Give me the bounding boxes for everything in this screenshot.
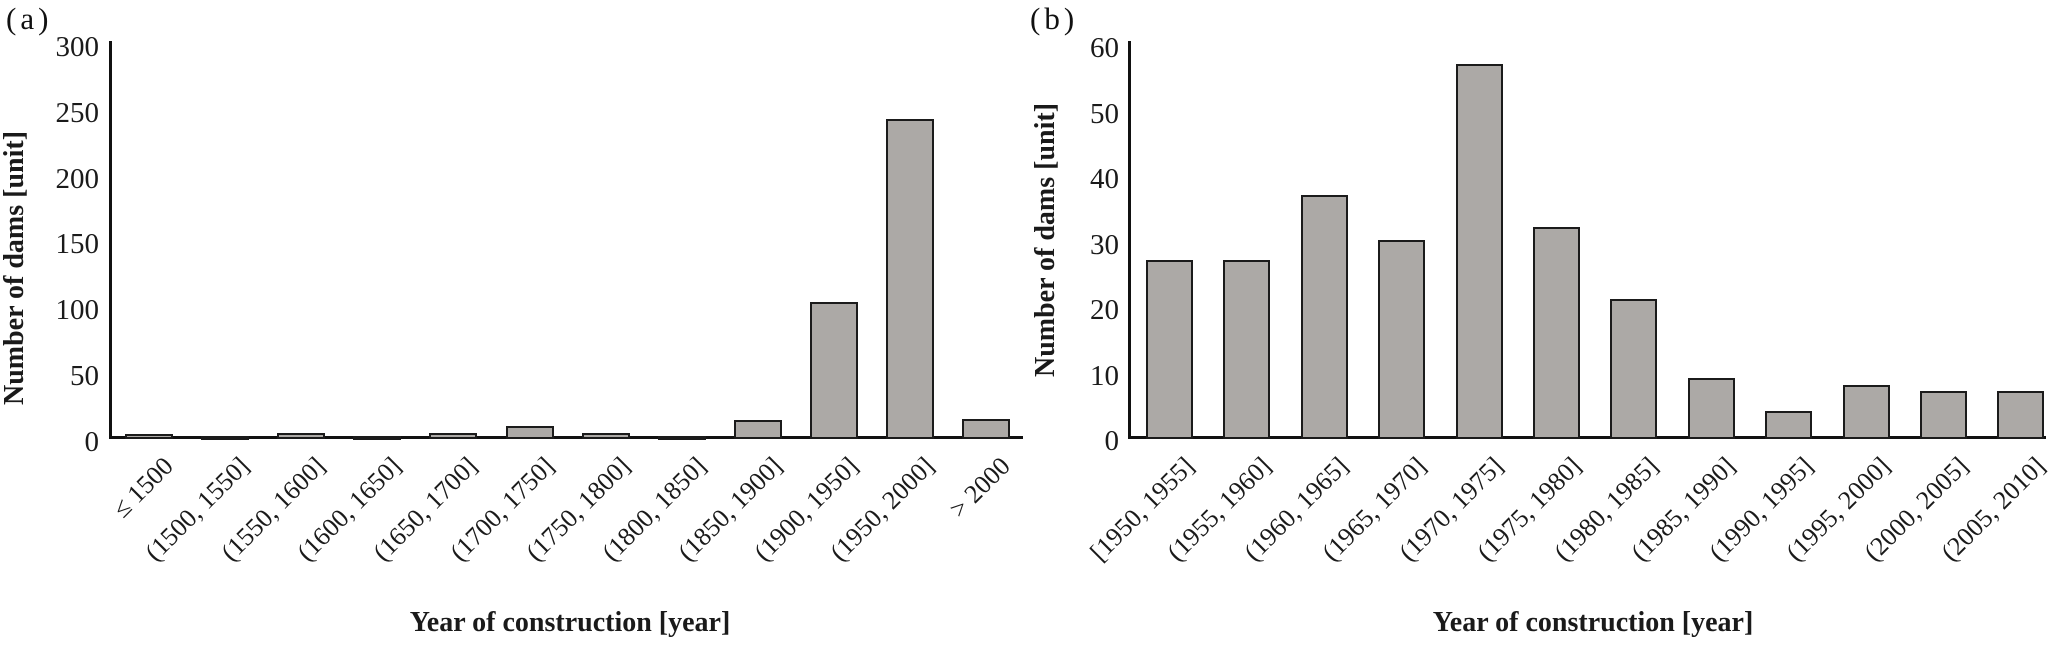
y-tick-label: 250 bbox=[55, 96, 100, 129]
bar-b-0 bbox=[1146, 260, 1193, 439]
y-tick-label: 150 bbox=[55, 228, 100, 261]
y-tick-label: 50 bbox=[1090, 97, 1119, 130]
bar-b-1 bbox=[1223, 260, 1271, 439]
y-tick-label: 0 bbox=[84, 425, 100, 458]
bar-a-11 bbox=[962, 419, 1011, 439]
panel-b-x-axis-title: Year of construction [year] bbox=[1432, 607, 1754, 638]
bar-a-8 bbox=[733, 420, 782, 439]
y-tick-label: 30 bbox=[1090, 228, 1119, 261]
y-tick-label: 300 bbox=[55, 31, 100, 63]
y-tick-label: 40 bbox=[1090, 163, 1119, 195]
bar-b-8 bbox=[1765, 411, 1813, 439]
bar-b-11 bbox=[1997, 391, 2045, 439]
bar-b-5 bbox=[1533, 227, 1580, 439]
panel-b-y-axis-title: Number of dams [unit] bbox=[1030, 102, 1061, 378]
y-tick-label: 200 bbox=[55, 162, 100, 195]
bar-a-7 bbox=[657, 436, 706, 440]
panel-a-x-axis-title: Year of construction [year] bbox=[409, 607, 731, 638]
y-tick-label: 50 bbox=[70, 359, 99, 392]
bar-b-3 bbox=[1378, 240, 1426, 439]
bar-b-4 bbox=[1455, 64, 1503, 439]
panel-b-y-axis-line bbox=[1128, 41, 1131, 439]
panel-a-x-axis-line bbox=[109, 436, 1023, 439]
bar-a-10 bbox=[886, 119, 934, 439]
y-tick-label: 10 bbox=[1090, 359, 1119, 392]
y-tick-label: 60 bbox=[1090, 32, 1119, 64]
bar-a-4 bbox=[429, 433, 478, 439]
y-tick-label: 0 bbox=[1104, 425, 1120, 457]
bar-a-0 bbox=[125, 434, 173, 439]
y-tick-label: 100 bbox=[55, 294, 100, 326]
bar-a-1 bbox=[201, 436, 250, 440]
y-tick-label: 20 bbox=[1090, 294, 1119, 326]
bar-b-7 bbox=[1687, 378, 1735, 439]
panel-b-x-axis-line bbox=[1128, 436, 2046, 439]
panel-b-label: (b) bbox=[1030, 1, 1079, 36]
bar-a-5 bbox=[505, 426, 554, 439]
bar-b-9 bbox=[1842, 385, 1890, 439]
panel-a-y-axis-title: Number of dams [unit] bbox=[0, 130, 30, 406]
bar-a-9 bbox=[809, 302, 858, 439]
bar-b-10 bbox=[1920, 391, 1967, 439]
bar-b-6 bbox=[1610, 299, 1658, 439]
panel-a-label: (a) bbox=[6, 1, 53, 36]
bar-b-2 bbox=[1300, 195, 1348, 439]
panel-a-y-axis-line bbox=[109, 41, 112, 439]
bar-a-3 bbox=[353, 436, 402, 440]
bar-a-2 bbox=[277, 433, 326, 439]
bar-a-6 bbox=[581, 433, 630, 439]
